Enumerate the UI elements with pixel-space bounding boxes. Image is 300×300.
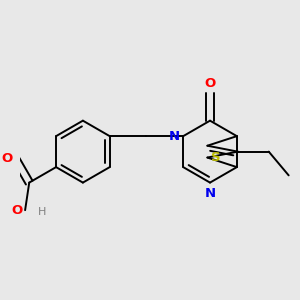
- Text: S: S: [212, 151, 221, 164]
- Text: O: O: [2, 152, 13, 165]
- Text: O: O: [11, 204, 23, 217]
- Text: O: O: [204, 77, 216, 90]
- Text: N: N: [205, 188, 216, 200]
- Text: N: N: [169, 130, 180, 142]
- Text: H: H: [38, 207, 46, 217]
